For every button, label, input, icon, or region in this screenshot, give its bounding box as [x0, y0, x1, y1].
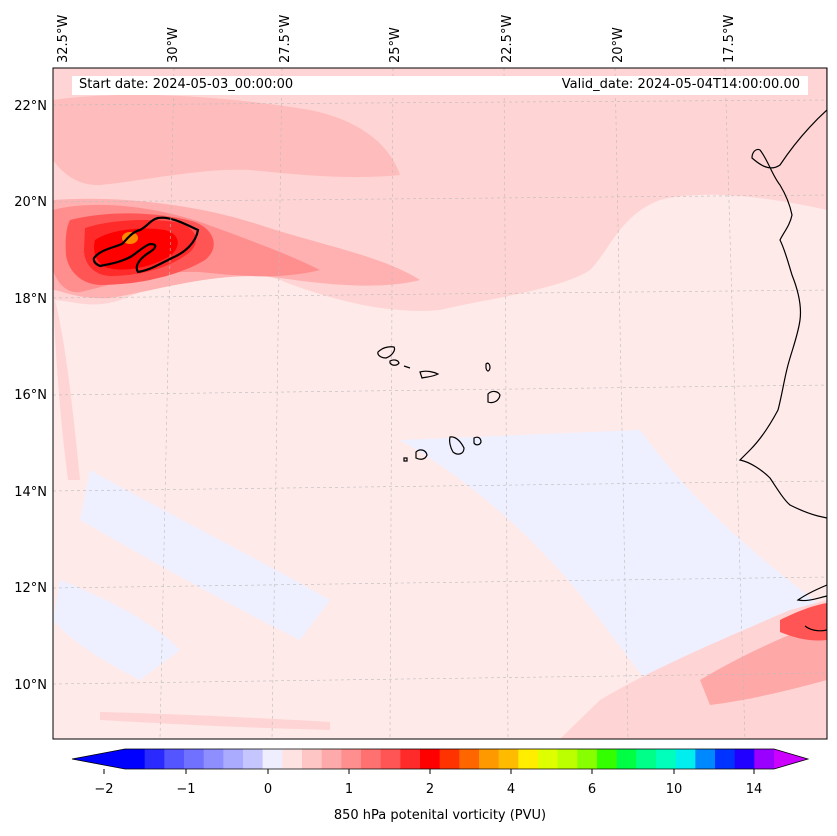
colorbar-cell	[184, 749, 205, 769]
colorbar-outline	[71, 748, 810, 770]
colorbar-cell	[439, 749, 460, 769]
lon-label-20w: 20°W	[611, 27, 626, 63]
lat-label-12n: 12°N	[14, 581, 47, 596]
colorbar-title: 850 hPa potenital vorticity (PVU)	[333, 808, 547, 823]
lat-label-22n: 22°N	[14, 99, 47, 114]
colorbar-cell	[459, 749, 480, 769]
latitude-labels: 22°N 20°N 18°N 16°N 14°N 12°N 10°N	[14, 99, 47, 693]
colorbar-cell	[380, 749, 401, 769]
cb-tick-neg2: −2	[94, 782, 113, 797]
lon-label-30w: 30°W	[166, 27, 181, 63]
colorbar-cell	[538, 749, 559, 769]
colorbar-cells	[125, 749, 775, 769]
colorbar-cell	[262, 749, 283, 769]
colorbar-cell	[597, 749, 618, 769]
colorbar-cell	[400, 749, 421, 769]
cb-tick-10: 10	[666, 782, 683, 797]
cape-verde-islands	[377, 346, 501, 462]
colorbar-cell	[420, 749, 441, 769]
lat-label-10n: 10°N	[14, 678, 47, 693]
cb-tick-neg1: −1	[176, 782, 195, 797]
colorbar-cell	[616, 749, 637, 769]
lat-label-18n: 18°N	[14, 292, 47, 307]
lat-label-20n: 20°N	[14, 195, 47, 210]
colorbar-cell	[144, 749, 165, 769]
colorbar-cell	[321, 749, 342, 769]
colorbar-cell	[302, 749, 323, 769]
colorbar-cell	[734, 749, 755, 769]
cb-tick-14: 14	[746, 782, 763, 797]
colorbar-cell	[125, 749, 146, 769]
valid-date-label: Valid_date: 2024-05-04T14:00:00.00	[561, 77, 800, 92]
colorbar-cell	[223, 749, 244, 769]
colorbar-cell	[361, 749, 382, 769]
map-panel	[53, 68, 827, 739]
colorbar-cell	[675, 749, 696, 769]
graticule	[53, 68, 827, 739]
colorbar-ticks	[103, 769, 755, 774]
colorbar-cell	[636, 749, 657, 769]
cb-tick-2: 2	[426, 782, 434, 797]
lat-label-14n: 14°N	[14, 485, 47, 500]
colorbar-cell	[341, 749, 362, 769]
cb-tick-6: 6	[588, 782, 596, 797]
colorbar-cell	[164, 749, 185, 769]
pv-contour-1pvu	[92, 216, 200, 274]
west-africa-coastline	[738, 68, 827, 632]
colorbar-cell	[754, 749, 775, 769]
date-info-bar	[72, 76, 808, 95]
lon-label-17-5w: 17.5°W	[722, 15, 737, 63]
colorbar-cell	[557, 749, 578, 769]
colorbar-cell	[577, 749, 598, 769]
colorbar-cell	[715, 749, 736, 769]
colorbar-tick-labels: −2 −1 0 1 2 4 6 10 14	[94, 782, 762, 797]
colorbar-cell	[243, 749, 264, 769]
colorbar-cell	[282, 749, 303, 769]
colorbar-extend-high	[774, 749, 808, 769]
colorbar-cell	[498, 749, 519, 769]
lat-label-16n: 16°N	[14, 388, 47, 403]
colorbar-cell	[203, 749, 224, 769]
lon-label-27-5w: 27.5°W	[278, 15, 293, 63]
start-date-label: Start date: 2024-05-03_00:00:00	[79, 77, 294, 92]
colorbar-cell	[656, 749, 677, 769]
map-frame	[52, 67, 828, 740]
colorbar-cell	[695, 749, 716, 769]
colorbar-extend-low	[72, 749, 125, 769]
longitude-labels: 32.5°W 30°W 27.5°W 25°W 22.5°W 20°W 17.5…	[56, 15, 737, 63]
cb-tick-0: 0	[264, 782, 272, 797]
colorbar-cell	[479, 749, 500, 769]
colorbar-cell	[518, 749, 539, 769]
colorbar: −2 −1 0 1 2 4 6 10 14	[71, 748, 810, 797]
cb-tick-4: 4	[507, 782, 515, 797]
cb-tick-1: 1	[345, 782, 353, 797]
lon-label-25w: 25°W	[388, 27, 403, 63]
lon-label-22-5w: 22.5°W	[500, 15, 515, 63]
lon-label-32-5w: 32.5°W	[56, 15, 71, 63]
